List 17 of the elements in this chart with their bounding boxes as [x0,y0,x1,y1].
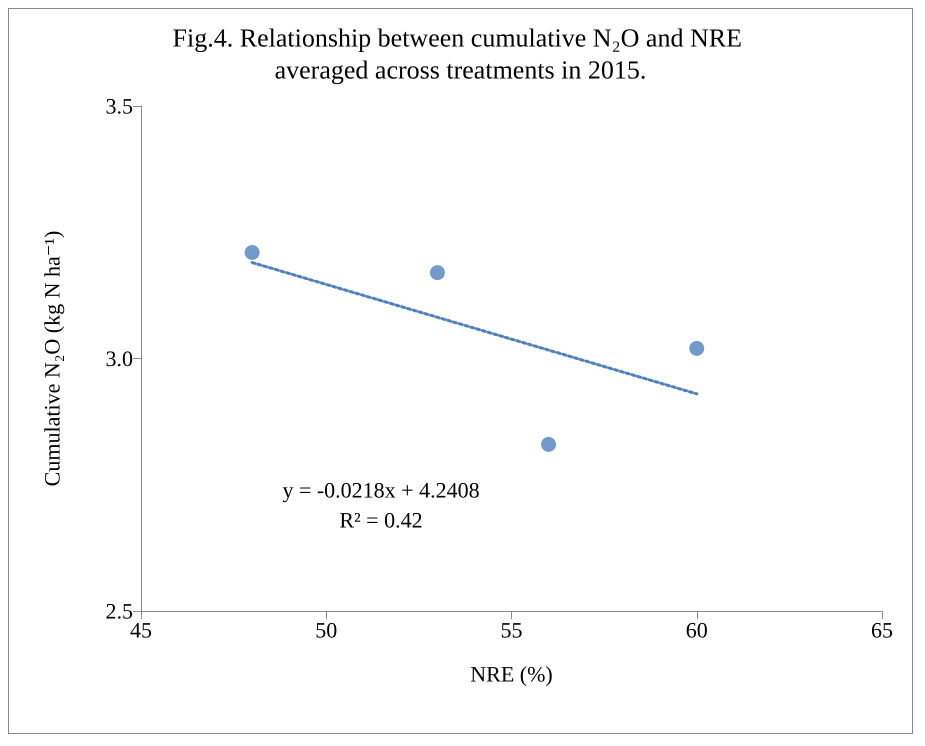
point [430,265,445,280]
y-tick-label: 3.0 [106,346,133,371]
point [541,436,556,452]
x-tick-label: 60 [686,618,708,642]
x-tick-label: 50 [315,618,338,642]
x-axis-title: NRE (%) [470,662,553,686]
chart-title: Fig.4. Relationship between cumulative N₂O and NRE averaged across treatments in 2015. [172,24,748,84]
y-tick-label: 2.5 [106,598,133,624]
y-tick-label: 3.5 [106,94,133,118]
x-tick-label: 55 [500,618,522,642]
point [689,340,704,356]
annotation: y = -0.0218x + 4.2408 [282,478,480,502]
point [244,244,260,260]
y-axis-title: Cumulative N₂O (kg N ha⁻¹) [40,230,64,486]
annotation: R² = 0.42 [339,508,423,532]
x-tick-label: 45 [130,618,152,642]
x-tick-label: 65 [871,618,893,642]
